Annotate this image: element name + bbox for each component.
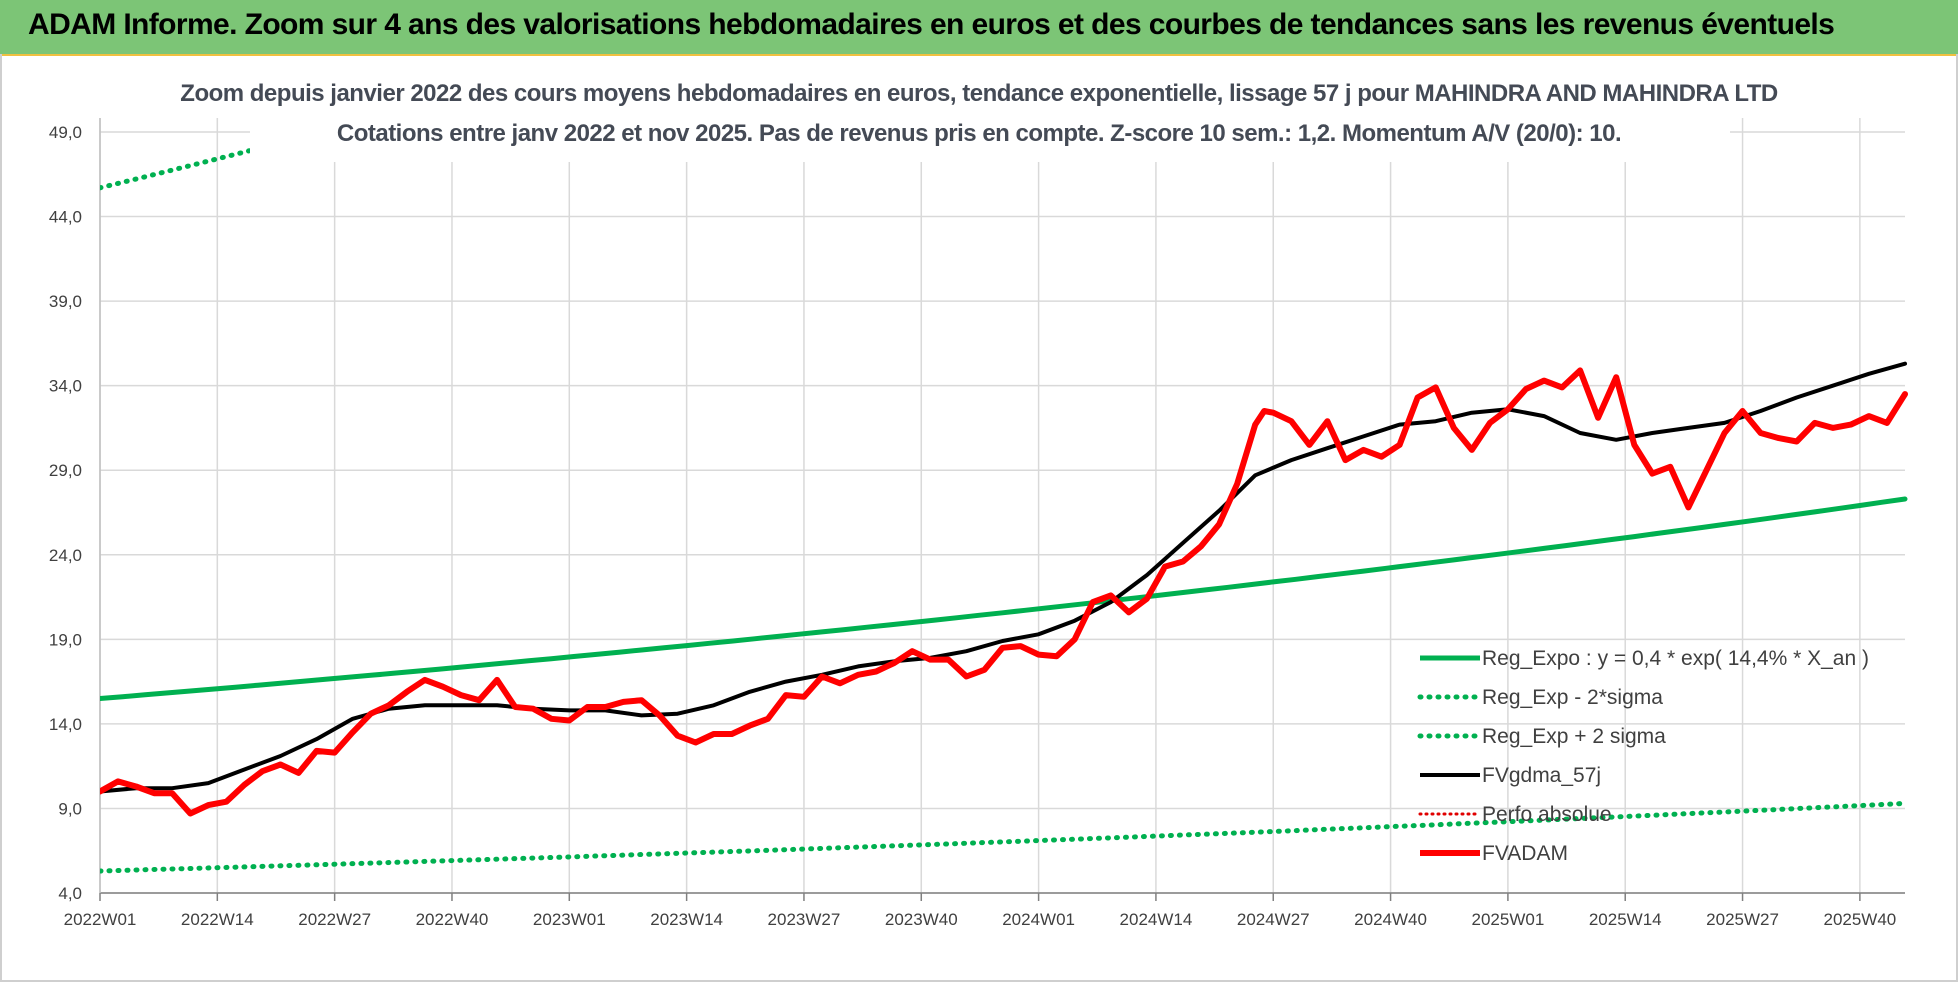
- gridlines: [99, 118, 1905, 894]
- legend-entry-label: Reg_Exp - 2*sigma: [1482, 686, 1663, 709]
- x-tick-label: 2024W01: [1002, 910, 1075, 929]
- chart-subtitle-1: Zoom depuis janvier 2022 des cours moyen…: [180, 80, 1778, 107]
- x-tick-label: 2024W27: [1237, 910, 1310, 929]
- x-tick-label: 2025W01: [1472, 910, 1545, 929]
- legend-entry-label: Perfo absolue: [1482, 803, 1612, 826]
- subtitle-backdrop: [250, 70, 1730, 162]
- legend-entry-label: Reg_Expo : y = 0,4 * exp( 14,4% * X_an ): [1482, 647, 1869, 670]
- y-tick-label: 24,0: [49, 546, 82, 565]
- y-tick-label: 39,0: [49, 292, 82, 311]
- y-tick-label: 44,0: [49, 208, 82, 227]
- chart-subtitle-2: Cotations entre janv 2022 et nov 2025. P…: [336, 120, 1622, 147]
- y-tick-label: 9,0: [58, 799, 82, 818]
- series-line-3: [100, 361, 1907, 794]
- x-tick-label: 2023W40: [885, 910, 958, 929]
- x-tick-label: 2022W27: [298, 910, 371, 929]
- y-tick-label: 49,0: [49, 123, 82, 142]
- series-line-1: [100, 800, 1908, 874]
- series-line-0: [100, 496, 1908, 701]
- y-tick-label: 14,0: [49, 715, 82, 734]
- legend-entry-label: FVgdma_57j: [1482, 764, 1601, 787]
- chart-legend: Reg_Expo : y = 0,4 * exp( 14,4% * X_an )…: [1417, 647, 1869, 865]
- legend-entry-label: Reg_Exp + 2 sigma: [1482, 725, 1666, 748]
- x-tick-label: 2025W14: [1589, 910, 1662, 929]
- y-tick-label: 4,0: [58, 884, 82, 903]
- chart-series: [100, 70, 1908, 874]
- legend-entry-label: FVADAM: [1482, 842, 1568, 865]
- x-tick-label: 2023W14: [650, 910, 723, 929]
- x-tick-label: 2022W40: [416, 910, 489, 929]
- title-banner: ADAM Informe. Zoom sur 4 ans des valoris…: [0, 0, 1958, 56]
- axes: 4,0 9,0 14,0 19,0 24,0 29,0 34,0 39,0 44,0 49,0 20…: [49, 118, 1905, 929]
- x-tick-label: 2024W14: [1120, 910, 1193, 929]
- y-tick-label: 19,0: [49, 630, 82, 649]
- x-tick-label: 2023W01: [533, 910, 606, 929]
- x-tick-label: 2023W27: [768, 910, 841, 929]
- chart-frame: [0, 54, 1958, 982]
- banner-title: ADAM Informe. Zoom sur 4 ans des valoris…: [28, 8, 1835, 41]
- series-line-5: [100, 367, 1908, 817]
- x-tick-label: 2024W40: [1354, 910, 1427, 929]
- x-tick-label: 2022W14: [181, 910, 254, 929]
- y-tick-label: 29,0: [49, 461, 82, 480]
- x-tick-label: 2025W40: [1823, 910, 1896, 929]
- x-tick-label: 2025W27: [1706, 910, 1779, 929]
- y-tick-label: 34,0: [49, 377, 82, 396]
- x-tick-label: 2022W01: [64, 910, 137, 929]
